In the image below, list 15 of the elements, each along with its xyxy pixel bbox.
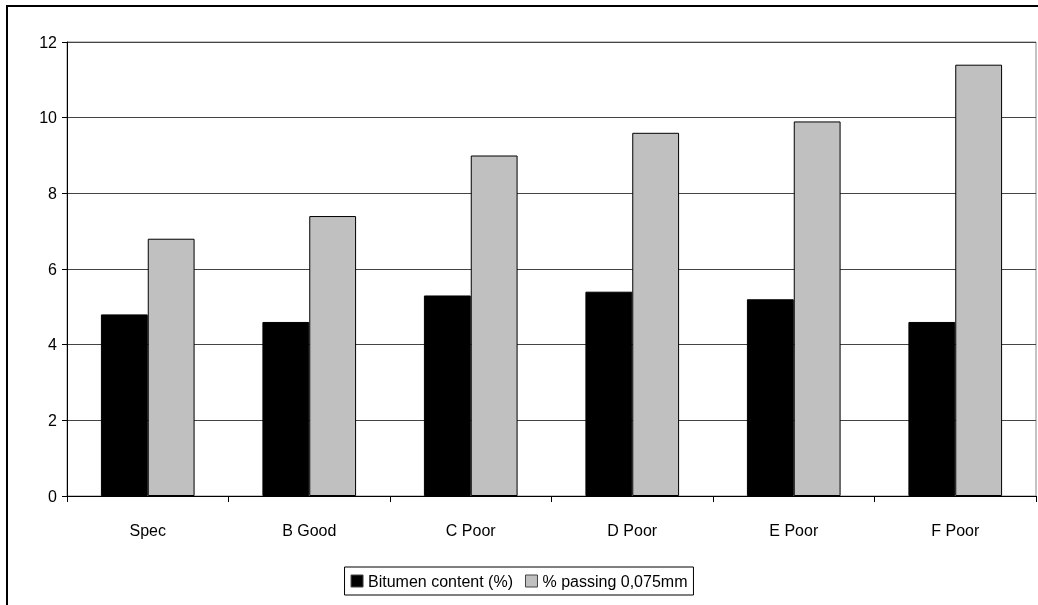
- x-tick-label: B Good: [282, 521, 337, 539]
- legend-label: Bitumen content (%): [368, 572, 513, 590]
- y-tick-label: 8: [48, 184, 58, 202]
- y-tick-label: 6: [48, 260, 58, 278]
- y-tick-label: 4: [48, 336, 58, 354]
- x-tick-label: E Poor: [769, 521, 819, 539]
- x-tick-label: F Poor: [931, 521, 980, 539]
- x-tick-label: D Poor: [607, 521, 658, 539]
- y-tick-label: 12: [39, 33, 58, 51]
- y-tick-label: 2: [48, 411, 58, 429]
- legend-label: % passing 0,075mm: [542, 572, 688, 590]
- x-tick-label: Spec: [129, 521, 166, 539]
- y-tick-label: 0: [48, 487, 58, 505]
- y-tick-label: 10: [39, 109, 58, 127]
- x-tick-label: C Poor: [445, 521, 497, 539]
